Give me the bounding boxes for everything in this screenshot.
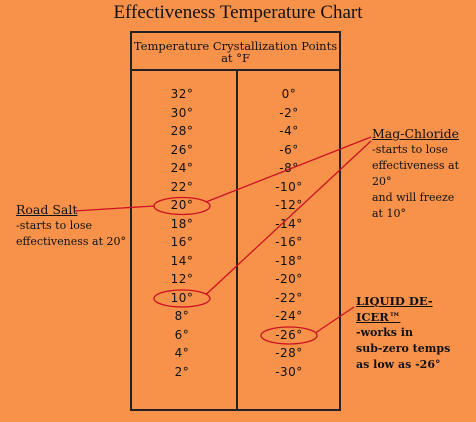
mag-chloride-line-4: at 10° [372, 207, 406, 220]
left-cell-8: 16° [170, 235, 194, 249]
liquid-deicer-line-3: as low as -26° [356, 358, 441, 371]
right-cell-8: -16° [275, 235, 303, 249]
mag-chloride-label: Mag-Chloride [372, 126, 459, 141]
road-salt-leader [73, 205, 155, 212]
liquid-deicer-callout: LIQUID DE-ICER™ -works in sub-zero temps… [356, 293, 476, 373]
liquid-deicer-leader [315, 306, 355, 334]
left-cell-6: 20° [170, 198, 194, 212]
road-salt-line-2: effectiveness at 20° [16, 235, 127, 248]
mag-chloride-leader-20 [205, 136, 372, 203]
right-cell-15: -30° [275, 364, 303, 379]
mag-chloride-line-2: effectiveness at 20° [372, 159, 460, 188]
right-cell-3: -6° [279, 142, 299, 157]
ellipse-20 [153, 196, 211, 216]
temperature-table: Temperature Crystallization Points at °F [130, 31, 341, 411]
left-cell-4: 24° [170, 161, 194, 175]
left-cell-3: 26° [170, 142, 194, 157]
right-cell-11: -22° [275, 290, 303, 305]
mag-chloride-line-1: -starts to lose [372, 143, 448, 156]
liquid-deicer-line-1: -works in [356, 326, 413, 339]
left-cell-14: 4° [174, 346, 190, 360]
left-cell-9: 14° [170, 253, 194, 268]
ellipse-10 [153, 289, 211, 308]
ellipse-minus-26 [260, 326, 318, 345]
mag-chloride-callout: Mag-Chloride -starts to lose effectivene… [372, 126, 476, 222]
road-salt-label: Road Salt [16, 202, 78, 217]
left-cell-2: 28° [170, 124, 194, 138]
right-cell-13: -26° [275, 327, 303, 342]
chart-title: Effectiveness Temperature Chart [113, 2, 363, 23]
right-cell-14: -28° [275, 346, 303, 360]
left-cell-7: 18° [170, 216, 194, 231]
liquid-deicer-line-2: sub-zero temps [356, 342, 451, 355]
mag-chloride-leader-10 [205, 140, 372, 295]
left-cell-1: 30° [170, 105, 194, 120]
right-cell-12: -24° [275, 309, 303, 323]
right-cell-7: -14° [275, 216, 303, 231]
right-cell-0: 0° [281, 87, 297, 101]
right-cell-5: -10° [275, 179, 303, 194]
right-cell-2: -4° [279, 124, 299, 138]
left-cell-12: 8° [174, 309, 190, 323]
left-cell-5: 22° [170, 179, 194, 194]
mag-chloride-line-3: and will freeze [372, 191, 455, 204]
right-cell-9: -18° [275, 253, 303, 268]
table-header: Temperature Crystallization Points at °F [132, 33, 339, 71]
right-cell-1: -2° [279, 105, 299, 120]
column-divider [236, 71, 238, 409]
table-header-line1: Temperature Crystallization Points [133, 39, 338, 53]
liquid-deicer-label: LIQUID DE-ICER™ [356, 294, 433, 324]
right-cell-6: -12° [275, 198, 303, 212]
road-salt-callout: Road Salt -starts to lose effectiveness … [16, 202, 126, 250]
left-cell-13: 6° [174, 327, 190, 342]
right-cell-10: -20° [275, 272, 303, 286]
road-salt-line-1: -starts to lose [16, 219, 92, 232]
left-cell-15: 2° [174, 364, 190, 379]
left-cell-11: 10° [170, 290, 194, 305]
table-header-line2: at °F [221, 51, 250, 65]
left-cell-10: 12° [170, 272, 194, 286]
left-cell-0: 32° [170, 87, 194, 101]
